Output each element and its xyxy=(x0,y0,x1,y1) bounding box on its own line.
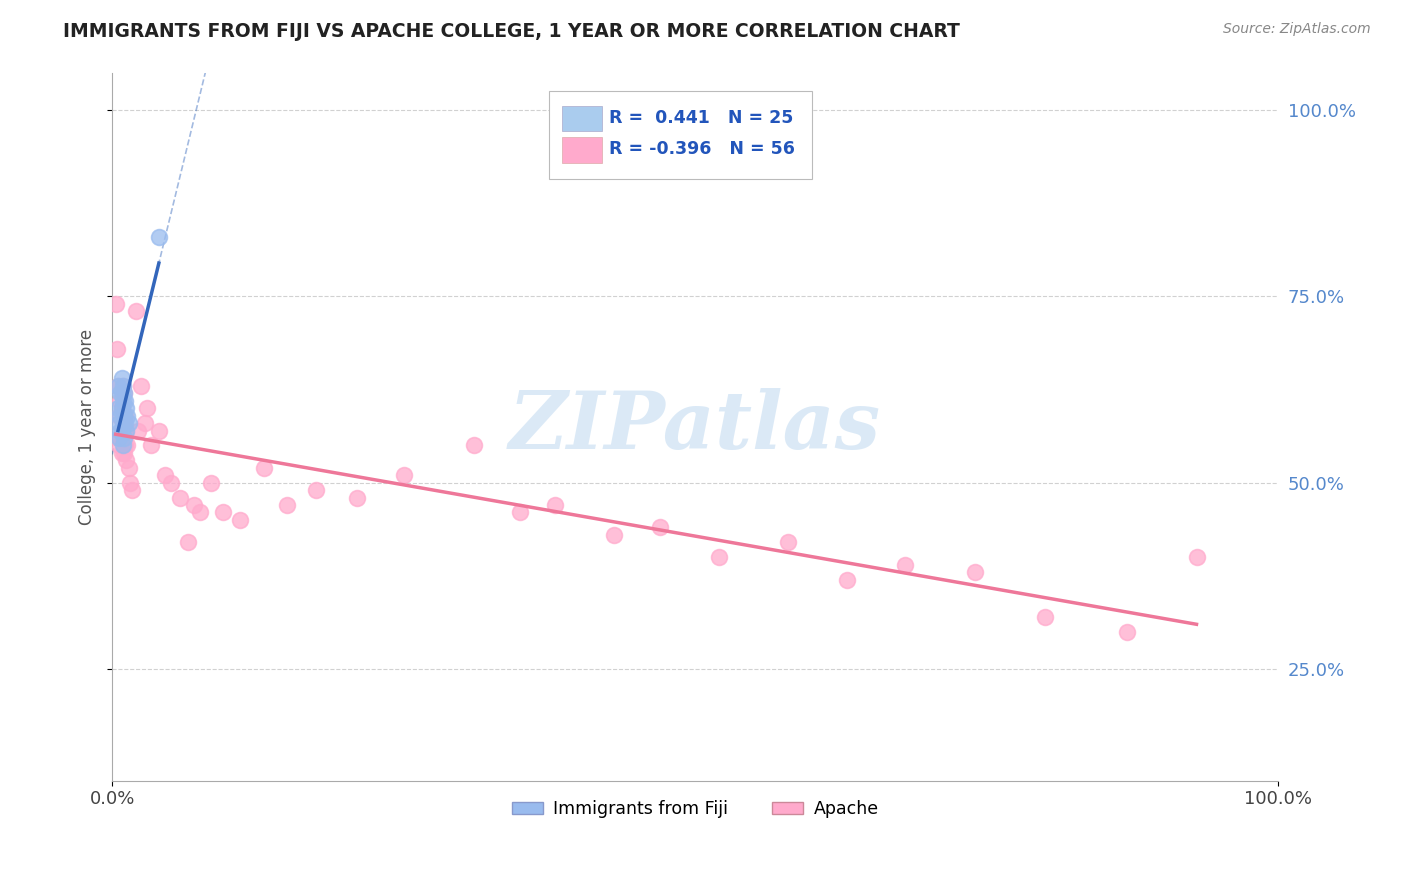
Point xyxy=(117,409,139,423)
Y-axis label: College, 1 year or more: College, 1 year or more xyxy=(79,329,96,524)
Point xyxy=(212,506,235,520)
Point xyxy=(153,468,176,483)
Point xyxy=(111,416,134,430)
Point xyxy=(229,513,252,527)
Point xyxy=(114,438,136,452)
Point xyxy=(253,460,276,475)
Point xyxy=(117,438,139,452)
Point xyxy=(778,535,800,549)
Point xyxy=(112,386,135,401)
Point xyxy=(110,386,132,401)
Point xyxy=(115,401,138,416)
Point xyxy=(117,416,139,430)
Text: IMMIGRANTS FROM FIJI VS APACHE COLLEGE, 1 YEAR OR MORE CORRELATION CHART: IMMIGRANTS FROM FIJI VS APACHE COLLEGE, … xyxy=(63,22,960,41)
Point xyxy=(346,491,368,505)
Point xyxy=(276,498,298,512)
Point xyxy=(117,460,139,475)
Point xyxy=(148,424,170,438)
FancyBboxPatch shape xyxy=(562,137,602,163)
Point xyxy=(463,438,485,452)
Point xyxy=(305,483,328,497)
Point xyxy=(509,506,531,520)
Point xyxy=(112,416,135,430)
Point xyxy=(111,379,134,393)
Point xyxy=(650,520,672,534)
Point xyxy=(1115,624,1137,639)
Point xyxy=(104,297,127,311)
Point xyxy=(115,424,138,438)
Point xyxy=(159,475,181,490)
Point xyxy=(111,438,134,452)
Point xyxy=(112,409,135,423)
Point xyxy=(105,342,128,356)
Point xyxy=(134,416,156,430)
Point xyxy=(131,379,153,393)
Point xyxy=(110,409,132,423)
Point xyxy=(111,379,134,393)
Point xyxy=(121,483,143,497)
Point xyxy=(707,550,730,565)
Point xyxy=(177,535,200,549)
FancyBboxPatch shape xyxy=(562,105,602,131)
Point xyxy=(110,446,132,460)
Point xyxy=(107,379,129,393)
Text: R = -0.396   N = 56: R = -0.396 N = 56 xyxy=(609,140,794,159)
Point xyxy=(200,475,222,490)
Point xyxy=(110,431,132,445)
Text: Source: ZipAtlas.com: Source: ZipAtlas.com xyxy=(1223,22,1371,37)
Point xyxy=(148,230,170,244)
Point xyxy=(114,409,136,423)
Point xyxy=(107,379,129,393)
Point xyxy=(169,491,191,505)
Point xyxy=(110,424,132,438)
Point xyxy=(139,438,162,452)
Point xyxy=(107,401,129,416)
Point xyxy=(1033,609,1056,624)
Point xyxy=(112,386,135,401)
Point xyxy=(112,446,135,460)
Point xyxy=(183,498,205,512)
Point xyxy=(111,416,134,430)
Point xyxy=(115,453,138,467)
Point xyxy=(114,416,136,430)
Point xyxy=(110,401,132,416)
Text: R =  0.441   N = 25: R = 0.441 N = 25 xyxy=(609,109,793,127)
Point xyxy=(108,431,131,445)
Point xyxy=(111,393,134,408)
Point xyxy=(124,304,146,318)
Point xyxy=(112,431,135,445)
Point xyxy=(114,393,136,408)
Point xyxy=(108,416,131,430)
Point xyxy=(110,386,132,401)
Point xyxy=(110,371,132,385)
FancyBboxPatch shape xyxy=(550,91,811,179)
Point xyxy=(110,393,132,408)
Point xyxy=(963,565,986,579)
Point xyxy=(136,401,159,416)
Point xyxy=(894,558,917,572)
Legend: Immigrants from Fiji, Apache: Immigrants from Fiji, Apache xyxy=(505,793,886,825)
Point xyxy=(108,409,131,423)
Point xyxy=(835,573,858,587)
Point xyxy=(188,506,211,520)
Point xyxy=(110,424,132,438)
Point xyxy=(127,424,149,438)
Point xyxy=(110,401,132,416)
Point xyxy=(108,438,131,452)
Point xyxy=(602,528,624,542)
Point xyxy=(115,424,138,438)
Point xyxy=(1185,550,1208,565)
Text: ZIPatlas: ZIPatlas xyxy=(509,388,882,466)
Point xyxy=(544,498,567,512)
Point xyxy=(118,475,141,490)
Point xyxy=(392,468,415,483)
